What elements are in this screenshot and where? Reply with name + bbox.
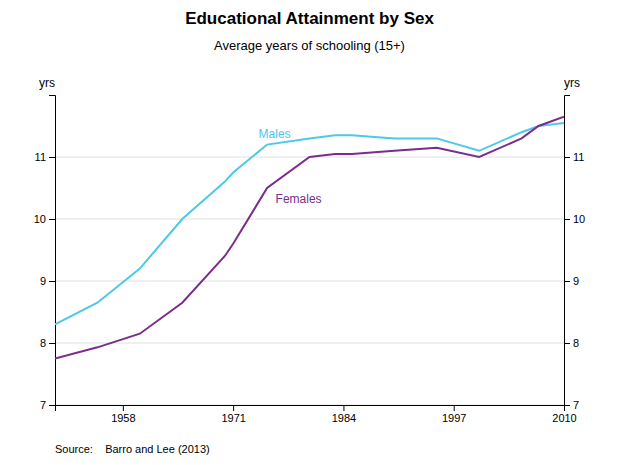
grid (55, 157, 564, 405)
tick: 10 (34, 213, 55, 225)
y-axis-label: yrs (39, 76, 55, 90)
tick-mark (49, 281, 55, 282)
tick: 9 (564, 275, 579, 287)
tick-mark (343, 405, 344, 411)
tick-mark (49, 405, 55, 406)
annotation: Males (259, 127, 291, 141)
annotation: Females (276, 192, 322, 206)
subtitle: Average years of schooling (15+) (214, 38, 405, 53)
plot-area (55, 117, 564, 359)
annotations: Males Females (259, 127, 322, 207)
tick-mark (49, 219, 55, 220)
tick-label: 8 (40, 337, 46, 349)
chart: Educational Attainment by Sex Average yea… (0, 0, 619, 465)
tick-mark (49, 343, 55, 344)
tick-label: 1958 (111, 412, 135, 424)
y-axis: 7 8 9 10 11 (34, 96, 56, 412)
source: Source: Barro and Lee (2013) (55, 443, 210, 455)
tick-mark (564, 281, 570, 282)
tick-label: 1984 (332, 412, 356, 424)
tick: 7 (564, 399, 579, 411)
tick-label: 1997 (442, 412, 466, 424)
axis-line (56, 406, 565, 412)
tick-label: 11 (35, 151, 46, 163)
axis-line (49, 96, 56, 406)
tick-mark (454, 405, 455, 411)
axis-line (565, 96, 571, 406)
tick: 11 (564, 151, 584, 163)
x-axis: 1958 1971 1984 1997 2010 (56, 405, 577, 424)
line (55, 117, 564, 359)
grid-line (55, 281, 564, 282)
y2-axis: 7 8 9 10 11 (564, 96, 585, 412)
tick-label: 10 (573, 213, 585, 225)
tick-label: 2010 (552, 412, 576, 424)
tick-mark (564, 219, 570, 220)
tick-mark (564, 405, 570, 406)
tick: 11 (35, 151, 55, 163)
tick: 8 (564, 337, 579, 349)
tick-label: 10 (34, 213, 46, 225)
tick: 7 (40, 399, 55, 411)
tick: 1984 (332, 405, 356, 424)
tick-mark (564, 157, 570, 158)
title: Educational Attainment by Sex (185, 9, 434, 28)
y2-axis-label: yrs (564, 76, 580, 90)
grid-line (55, 343, 564, 344)
tick: 9 (40, 275, 55, 287)
tick: 1997 (442, 405, 466, 424)
tick-mark (49, 157, 55, 158)
tick-label: 7 (573, 399, 579, 411)
tick-label: 11 (573, 151, 584, 163)
tick-label: 7 (40, 399, 46, 411)
tick-label: 9 (573, 275, 579, 287)
tick: 1958 (111, 405, 135, 424)
tick-mark (123, 405, 124, 411)
tick-mark (233, 405, 234, 411)
tick-mark (564, 343, 570, 344)
grid-line (55, 219, 564, 220)
tick: 8 (40, 337, 55, 349)
tick: 10 (564, 213, 585, 225)
tick-label: 8 (573, 337, 579, 349)
tick-label: 9 (40, 275, 46, 287)
tick-label: 1971 (221, 412, 245, 424)
tick: 1971 (221, 405, 245, 424)
